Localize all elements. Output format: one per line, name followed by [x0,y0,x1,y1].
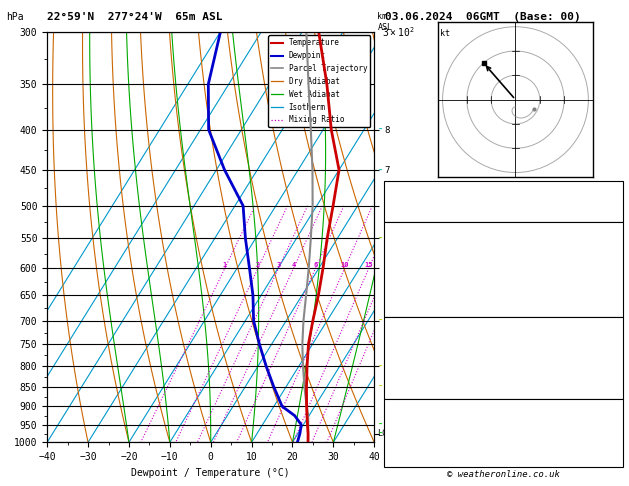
Text: 38: 38 [606,387,618,397]
Text: 5: 5 [612,455,618,465]
Text: θᵉ(K): θᵉ(K) [389,264,418,275]
Text: 182: 182 [600,292,618,302]
Text: -: - [377,125,382,134]
Text: -: - [377,420,382,429]
Text: 22°59'N  277°24'W  65m ASL: 22°59'N 277°24'W 65m ASL [47,12,223,22]
Text: StmDir: StmDir [389,441,424,451]
Text: 3: 3 [276,262,281,268]
Text: 343: 343 [600,346,618,356]
Text: kt: kt [440,29,450,38]
Text: 38: 38 [606,196,618,207]
Text: 319°: 319° [594,441,618,451]
Text: hPa: hPa [6,12,24,22]
Text: 975: 975 [600,332,618,343]
Legend: Temperature, Dewpoint, Parcel Trajectory, Dry Adiabat, Wet Adiabat, Isotherm, Mi: Temperature, Dewpoint, Parcel Trajectory… [268,35,370,127]
Text: EH: EH [389,414,401,424]
Text: Temp (°C): Temp (°C) [389,237,442,247]
Text: 2: 2 [255,262,260,268]
X-axis label: Dewpoint / Temperature (°C): Dewpoint / Temperature (°C) [131,468,290,478]
Text: θᵉ (K): θᵉ (K) [389,346,424,356]
Text: Dewp (°C): Dewp (°C) [389,251,442,261]
Text: Surface: Surface [482,224,524,234]
Text: 15: 15 [364,262,373,268]
Text: 14: 14 [606,428,618,438]
Text: 21.2: 21.2 [594,251,618,261]
Text: Pressure (mb): Pressure (mb) [389,332,465,343]
Text: -: - [377,429,382,438]
Text: -: - [377,362,382,371]
Text: 23: 23 [606,183,618,193]
Text: CIN (J): CIN (J) [389,305,430,315]
Text: km
ASL: km ASL [377,12,392,32]
Text: 6: 6 [313,262,318,268]
Text: PW (cm): PW (cm) [389,210,430,220]
Text: 4: 4 [291,262,296,268]
Text: 1: 1 [223,262,227,268]
Text: 342: 342 [600,264,618,275]
Text: -: - [377,382,382,391]
Y-axis label: Mixing Ratio (g/kg): Mixing Ratio (g/kg) [420,190,428,284]
Text: © weatheronline.co.uk: © weatheronline.co.uk [447,469,560,479]
Text: CAPE (J): CAPE (J) [389,292,436,302]
Text: -1: -1 [606,278,618,288]
Text: -: - [377,165,382,174]
Text: SREH: SREH [389,428,412,438]
Text: CIN (J): CIN (J) [389,387,430,397]
Text: -1: -1 [606,360,618,370]
Text: 3: 3 [612,414,618,424]
Text: Lifted Index: Lifted Index [389,360,459,370]
Text: LCL: LCL [377,429,392,438]
Text: -: - [377,316,382,325]
Text: K: K [389,183,394,193]
Text: 10: 10 [340,262,348,268]
Text: Totals Totals: Totals Totals [389,196,465,207]
Text: Lifted Index: Lifted Index [389,278,459,288]
Text: 23.8: 23.8 [594,237,618,247]
Text: 109: 109 [600,305,618,315]
Text: StmSpd (kt): StmSpd (kt) [389,455,454,465]
Text: Hodograph: Hodograph [477,400,530,411]
Text: 278: 278 [600,373,618,383]
Text: 3.76: 3.76 [594,210,618,220]
Text: 03.06.2024  06GMT  (Base: 00): 03.06.2024 06GMT (Base: 00) [385,12,581,22]
Text: Most Unstable: Most Unstable [465,319,542,329]
Text: CAPE (J): CAPE (J) [389,373,436,383]
Text: -: - [377,234,382,243]
